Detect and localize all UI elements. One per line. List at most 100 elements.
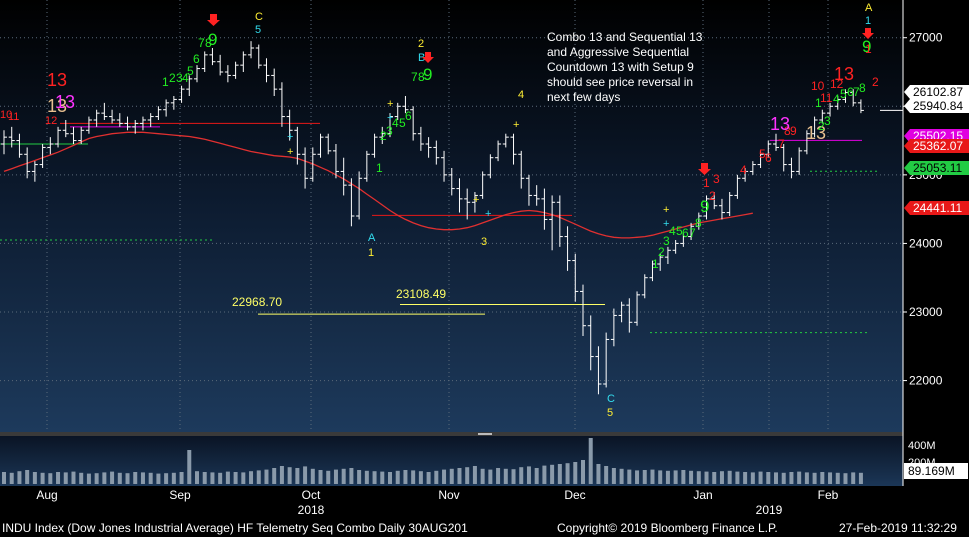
volume-bar: [665, 470, 670, 484]
count-label: 8: [859, 81, 866, 95]
ohlc-bar: [217, 54, 224, 76]
volume-bar: [442, 469, 447, 484]
volume-bar: [2, 472, 6, 484]
ohlc-bar: [387, 113, 393, 138]
volume-tick-400m: 400M: [908, 440, 936, 452]
ohlc-bar: [610, 308, 617, 347]
volume-bar: [565, 463, 570, 484]
count-label: A: [865, 2, 873, 14]
count-label: 4: [740, 163, 747, 177]
ohlc-bar: [286, 109, 293, 141]
volume-bar: [310, 468, 315, 484]
volume-bar: [727, 470, 732, 484]
volume-bar: [9, 472, 14, 484]
month-label-nov: Nov: [438, 488, 459, 502]
ohlc-bar: [580, 284, 586, 336]
moving-average-line: [3, 131, 753, 239]
year-label-2018: 2018: [298, 503, 325, 517]
sell-arrow-icon: [207, 14, 220, 26]
count-label: 2: [169, 71, 176, 85]
volume-bar: [588, 438, 593, 484]
ohlc-bar: [595, 346, 602, 395]
ohlc-bar: [410, 106, 417, 141]
volume-bar: [673, 470, 678, 484]
count-label: +: [287, 146, 293, 158]
volume-bar: [241, 472, 246, 484]
panel-splitter: [0, 432, 903, 436]
volume-bar: [195, 471, 199, 484]
count-label: 1: [815, 96, 822, 110]
count-label: +: [387, 112, 393, 124]
volume-bar: [32, 472, 37, 484]
ohlc-bar: [479, 171, 486, 199]
ohlc-bar: [541, 188, 548, 230]
price-flag: 25940.84: [904, 99, 969, 113]
volume-bar: [835, 472, 840, 484]
status-bar: INDU Index (Dow Jones Industrial Average…: [0, 519, 969, 537]
ohlc-bar: [672, 240, 679, 254]
volume-bar: [403, 470, 408, 484]
volume-bar: [148, 472, 153, 484]
count-label: C: [607, 393, 615, 405]
count-label: 3: [481, 236, 487, 248]
count-label: 2: [658, 245, 665, 259]
ohlc-bar: [626, 298, 633, 333]
ohlc-bar: [441, 150, 448, 182]
ohlc-bar: [39, 144, 46, 168]
count-label: 7: [411, 70, 418, 84]
price-flag-box: [904, 161, 969, 175]
price-flag: 26102.87: [904, 85, 969, 99]
volume-bar: [557, 464, 562, 484]
ohlc-bar: [688, 222, 695, 240]
ohlc-bar: [116, 113, 123, 127]
volume-bar: [851, 472, 856, 484]
volume-bar: [86, 473, 91, 484]
ohlc-bar: [857, 99, 864, 114]
volume-bar: [102, 472, 107, 484]
volume-bar: [465, 467, 470, 484]
count-label: 6: [765, 151, 772, 165]
ohlc-bar: [502, 133, 509, 148]
ohlc-bar: [695, 212, 702, 230]
volume-bar: [457, 468, 462, 484]
count-label: 1: [652, 257, 659, 271]
price-flag-label: 26102.87: [913, 85, 963, 99]
volume-bar: [743, 472, 748, 484]
volume-bar: [225, 471, 230, 484]
count-label: 5: [187, 64, 194, 78]
volume-bar: [550, 464, 555, 484]
ohlc-bar: [16, 133, 23, 158]
volume-flag: [904, 463, 968, 479]
count-label: 3: [713, 172, 720, 186]
ohlc-bar: [379, 126, 386, 144]
count-label: 1: [368, 247, 374, 259]
volume-bar: [596, 464, 601, 484]
ohlc-bar: [803, 130, 810, 155]
ohlc-bar: [255, 44, 262, 69]
ohlc-bar: [55, 126, 62, 148]
ohlc-bar: [101, 102, 108, 120]
ohlc-bar: [533, 185, 540, 206]
ohlc-bar: [294, 126, 301, 165]
price-bars-layer: [1, 41, 864, 395]
volume-bar: [187, 450, 192, 484]
annotation-line: should see price reversal in: [547, 75, 693, 89]
ohlc-bar: [317, 133, 324, 158]
volume-bar: [789, 472, 794, 484]
count-label: 8: [784, 124, 791, 138]
volume-bar: [843, 473, 848, 484]
y-tick-label: 24000: [909, 236, 943, 250]
sell-arrow-icon: [698, 163, 711, 175]
volume-bar: [264, 469, 269, 484]
ohlc-bar: [796, 147, 803, 175]
count-label: 4: [669, 224, 676, 238]
count-label: 6: [193, 52, 200, 66]
count-label: 6: [405, 109, 412, 123]
volume-bar: [140, 472, 145, 484]
price-flag-box: [904, 85, 969, 99]
ohlc-bar: [85, 116, 92, 134]
level-label-23108: 23108.49: [396, 287, 446, 301]
volume-bar: [735, 471, 740, 484]
volume-bar: [364, 470, 369, 484]
volume-bar: [511, 469, 516, 484]
